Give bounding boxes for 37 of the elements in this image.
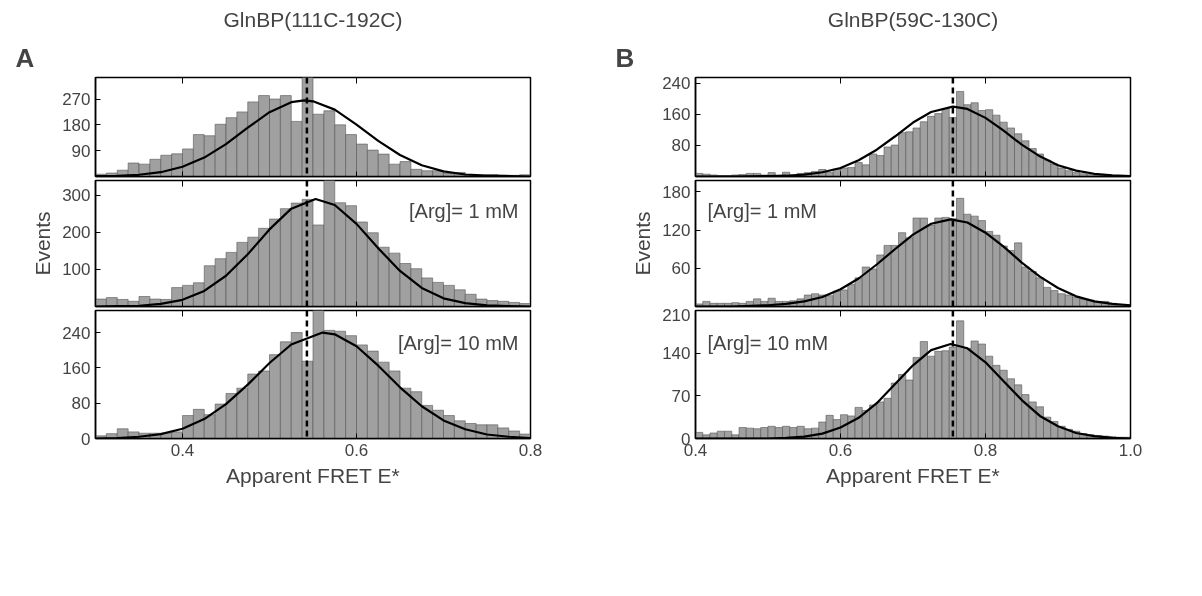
y-axis-title: Events xyxy=(31,211,55,276)
text: A xyxy=(15,42,35,73)
y-tick-label: 210 xyxy=(662,305,691,325)
y-tick-label: 120 xyxy=(662,221,691,241)
y-tick-label: 140 xyxy=(662,344,691,364)
y-tick-label: 160 xyxy=(662,105,691,125)
y-tick-label: 270 xyxy=(62,90,91,110)
x-tick-label: 0.6 xyxy=(344,440,369,460)
annotation: [Arg]= 1 mM xyxy=(409,199,519,222)
x-axis-title: Apparent FRET E* xyxy=(226,463,400,487)
y-tick-label: 70 xyxy=(671,386,691,406)
y-tick-label: 0 xyxy=(81,429,91,449)
x-tick-label: 0.4 xyxy=(170,440,195,460)
annotation: [Arg]= 10 mM xyxy=(707,331,829,354)
annotation: [Arg]= 10 mM xyxy=(397,331,519,354)
x-axis-title: Apparent FRET E* xyxy=(826,463,1000,487)
y-tick-label: 160 xyxy=(62,358,91,378)
chart-title: GlnBP(111C-192C) xyxy=(223,7,403,31)
y-tick-label: 180 xyxy=(62,115,91,135)
y-tick-label: 100 xyxy=(62,260,91,280)
text: B xyxy=(615,42,635,73)
y-axis-title: Events xyxy=(631,211,655,276)
y-tick-label: 240 xyxy=(62,323,91,343)
y-tick-label: 60 xyxy=(671,259,691,279)
y-tick-label: 90 xyxy=(71,141,91,161)
x-tick-label: 0.8 xyxy=(973,440,998,460)
y-tick-label: 200 xyxy=(62,223,91,243)
chart-title: GlnBP(59C-130C) xyxy=(827,7,999,31)
x-tick-label: 0.6 xyxy=(828,440,853,460)
y-tick-label: 240 xyxy=(662,74,691,94)
x-tick-label: 0.8 xyxy=(518,440,543,460)
y-tick-label: 300 xyxy=(62,186,91,206)
y-tick-label: 80 xyxy=(71,394,91,414)
x-tick-label: 1.0 xyxy=(1118,440,1143,460)
annotation: [Arg]= 1 mM xyxy=(707,199,817,222)
y-tick-label: 180 xyxy=(662,182,691,202)
y-tick-label: 80 xyxy=(671,136,691,156)
